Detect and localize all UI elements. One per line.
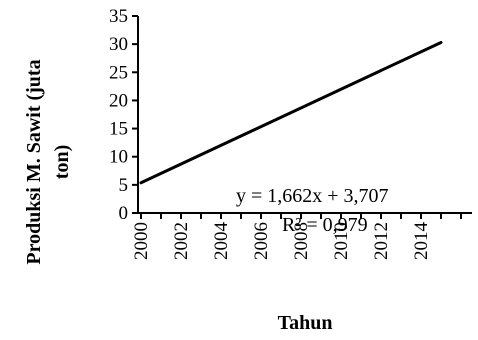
y-axis-title-line-2: ton) xyxy=(51,145,73,179)
x-tick-label: 2008 xyxy=(291,222,312,260)
y-axis-title-line-1: Produksi M. Sawit (juta xyxy=(23,59,45,264)
y-axis-title: Produksi M. Sawit (juta ton) xyxy=(23,59,73,264)
x-tick-label: 2002 xyxy=(171,222,192,260)
x-tick-label: 2014 xyxy=(411,222,432,261)
y-axis: 0 5 10 15 20 25 30 35 xyxy=(109,6,139,224)
x-tick-label: 2006 xyxy=(251,222,272,260)
y-tick-label: 20 xyxy=(109,90,128,111)
x-ticks: 2000 2002 2004 2006 2008 2010 2012 2014 xyxy=(131,213,462,261)
series-line xyxy=(139,40,443,185)
y-tick-label: 5 xyxy=(119,175,129,196)
x-tick-label: 2010 xyxy=(331,222,352,260)
series-layer xyxy=(139,40,443,185)
x-tick-label: 2000 xyxy=(131,222,152,260)
y-tick-label: 30 xyxy=(109,34,128,55)
x-tick-label: 2012 xyxy=(371,222,392,260)
x-tick-label: 2004 xyxy=(211,222,232,261)
y-tick-label: 10 xyxy=(109,147,128,168)
y-tick-label: 25 xyxy=(109,62,128,83)
x-axis: 2000 2002 2004 2006 2008 2010 2012 2014 xyxy=(131,212,472,261)
y-tick-label: 0 xyxy=(119,203,129,224)
trendline-r-squared: R² = 0,979 xyxy=(282,214,368,236)
y-tick-label: 35 xyxy=(109,6,128,27)
y-ticks: 0 5 10 15 20 25 30 35 xyxy=(109,6,138,224)
x-axis-title: Tahun xyxy=(278,312,333,334)
y-tick-label: 15 xyxy=(109,119,128,140)
trendline-equation: y = 1,662x + 3,707 xyxy=(236,185,389,207)
